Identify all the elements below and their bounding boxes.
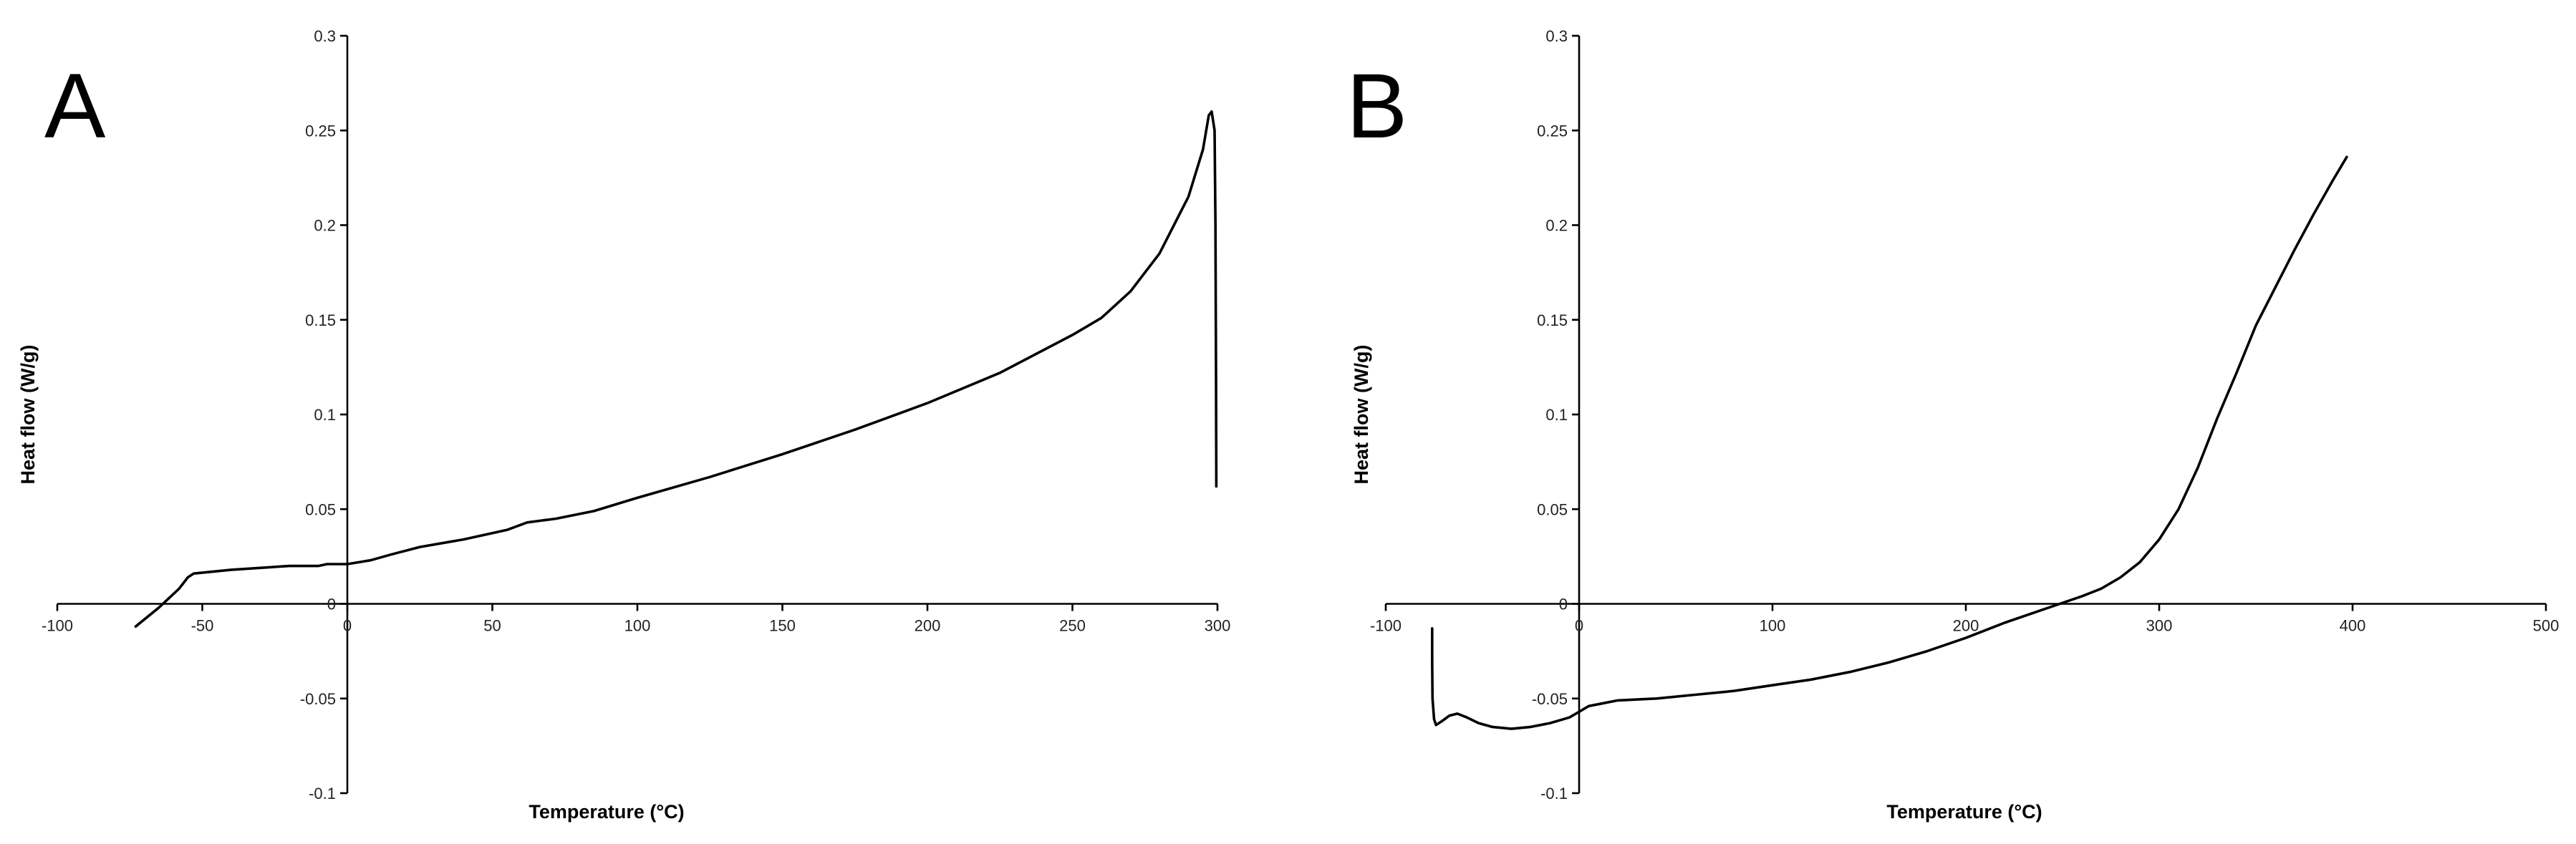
y-tick-label: -0.05	[1532, 690, 1568, 708]
panel-label: A	[44, 55, 106, 157]
y-tick-label: 0.1	[1545, 406, 1568, 424]
x-tick-label: 100	[624, 617, 651, 635]
x-tick-label: 250	[1059, 617, 1086, 635]
y-tick-label: 0.15	[1537, 311, 1568, 329]
y-axis-title: Heat flow (W/g)	[17, 345, 39, 485]
x-tick-label: 400	[2340, 617, 2366, 635]
x-tick-label: 500	[2533, 617, 2560, 635]
panel-label: B	[1346, 55, 1407, 157]
x-tick-label: 0	[1575, 617, 1583, 635]
y-tick-label: 0.3	[1545, 27, 1568, 45]
y-tick-label: 0.3	[314, 27, 336, 45]
x-axis-title: Temperature (°C)	[529, 801, 684, 823]
x-tick-label: 100	[1760, 617, 1786, 635]
x-tick-label: 50	[483, 617, 501, 635]
y-tick-label: 0.15	[305, 311, 336, 329]
y-tick-label: 0.25	[1537, 122, 1568, 140]
y-tick-label: 0.25	[305, 122, 336, 140]
chart-panel-a: A -100 -50 0 50 100 150 200 250 300 -0.1 -0.05 0 0.0…	[17, 27, 1230, 823]
x-tick-label: 150	[769, 617, 796, 635]
ticks: -100 -50 0 50 100 150 200 250 300 -0.1 -0.05 0 0.05 0…	[42, 27, 1230, 802]
y-tick-label: 0.1	[314, 406, 336, 424]
y-axis-title: Heat flow (W/g)	[1351, 345, 1372, 485]
y-tick-label: 0	[1559, 596, 1568, 613]
y-tick-label: -0.05	[300, 690, 336, 708]
y-tick-label: 0.05	[1537, 500, 1568, 518]
x-tick-label: -100	[42, 617, 73, 635]
axes	[57, 36, 1217, 793]
y-tick-label: 0.2	[314, 217, 336, 235]
y-tick-label: 0	[327, 596, 336, 613]
y-tick-label: 0.2	[1545, 217, 1568, 235]
x-tick-label: -50	[191, 617, 214, 635]
x-tick-label: 200	[1953, 617, 1979, 635]
x-tick-label: 300	[2146, 617, 2173, 635]
y-tick-label: -0.1	[309, 785, 336, 802]
x-tick-label: -100	[1370, 617, 1402, 635]
series-line	[134, 110, 1218, 628]
chart-panel-b: B -100 0 100 200 300 400 500 -0.1 -0.05 0 0.05 0.1 0…	[1346, 27, 2559, 823]
x-tick-label: 0	[343, 617, 352, 635]
ticks: -100 0 100 200 300 400 500 -0.1 -0.05 0 0.05 0.1 0.1…	[1370, 27, 2559, 802]
series-line	[1431, 155, 2348, 730]
x-tick-label: 300	[1205, 617, 1231, 635]
x-tick-label: 200	[915, 617, 941, 635]
y-tick-label: 0.05	[305, 500, 336, 518]
x-axis-title: Temperature (°C)	[1886, 801, 2042, 823]
y-tick-label: -0.1	[1540, 785, 1568, 802]
